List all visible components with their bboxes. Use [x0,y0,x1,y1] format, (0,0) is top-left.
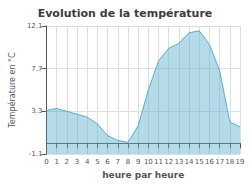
svg-text:19: 19 [236,158,245,166]
svg-text:12.1: 12.1 [27,22,43,30]
svg-text:Evolution de la température: Evolution de la température [38,7,213,20]
svg-text:17: 17 [215,158,224,166]
svg-text:7.7: 7.7 [31,65,42,73]
svg-text:-1.1: -1.1 [29,150,43,158]
svg-text:6: 6 [105,158,110,166]
svg-text:11: 11 [154,158,163,166]
svg-text:16: 16 [205,158,214,166]
svg-text:8: 8 [126,158,130,166]
svg-text:7: 7 [116,158,120,166]
svg-text:18: 18 [225,158,234,166]
svg-text:14: 14 [185,158,194,166]
svg-text:10: 10 [144,158,153,166]
svg-text:2: 2 [65,158,69,166]
svg-text:13: 13 [174,158,183,166]
svg-text:heure par heure: heure par heure [102,170,184,180]
svg-text:15: 15 [195,158,204,166]
svg-text:12: 12 [164,158,173,166]
svg-text:9: 9 [136,158,140,166]
svg-text:5: 5 [95,158,99,166]
svg-text:3.3: 3.3 [31,107,42,115]
svg-text:3: 3 [75,158,79,166]
svg-text:Température en °C: Température en °C [7,52,17,129]
svg-text:4: 4 [85,158,90,166]
svg-text:1: 1 [54,158,58,166]
svg-text:0: 0 [44,158,48,166]
